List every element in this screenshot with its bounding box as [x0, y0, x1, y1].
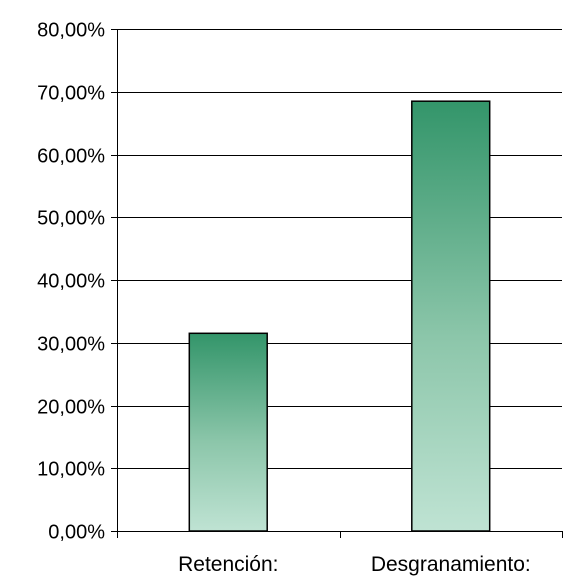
y-tick-label-4: 40,00%: [37, 271, 105, 293]
gridlines: [117, 29, 562, 469]
y-axis-tick-labels: 0,00% 10,00% 20,00% 30,00% 40,00% 50,00% 60,00…: [37, 20, 105, 544]
bar-0: [188, 332, 268, 532]
axes: [111, 29, 563, 538]
y-tick-label-2: 20,00%: [37, 397, 105, 419]
bar-1: [411, 100, 491, 532]
x-axis-tick-labels: Retención: Desgranamiento:: [178, 553, 531, 576]
y-tick-label-5: 50,00%: [37, 208, 105, 230]
x-tick-label-0: Retención:: [178, 553, 278, 576]
y-tick-label-3: 30,00%: [37, 334, 105, 356]
y-tick-label-1: 10,00%: [37, 459, 105, 481]
y-tick-label-6: 60,00%: [37, 146, 105, 168]
y-tick-label-7: 70,00%: [37, 83, 105, 105]
x-tick-label-1: Desgranamiento:: [371, 553, 531, 576]
bars: [188, 100, 491, 532]
y-tick-label-8: 80,00%: [37, 20, 105, 42]
y-tick-label-0: 0,00%: [48, 522, 105, 544]
